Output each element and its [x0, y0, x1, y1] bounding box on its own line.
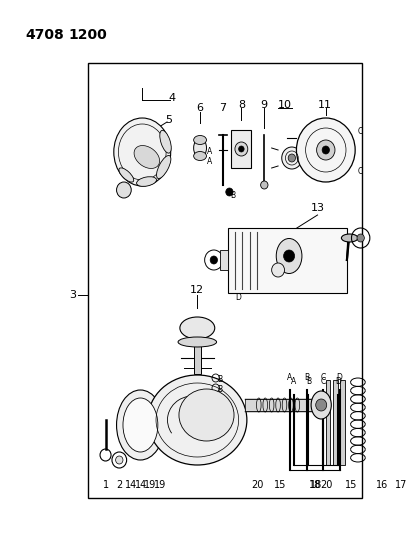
Bar — [245, 399, 317, 411]
Ellipse shape — [157, 156, 171, 179]
Text: 6: 6 — [197, 103, 204, 113]
Text: C: C — [358, 167, 363, 176]
Text: 10: 10 — [277, 100, 291, 110]
Text: 13: 13 — [310, 203, 324, 213]
Bar — [333, 380, 338, 465]
Text: 4: 4 — [168, 93, 175, 103]
Text: 18: 18 — [310, 480, 322, 490]
Text: B: B — [218, 376, 223, 384]
Circle shape — [115, 456, 123, 464]
Text: 19: 19 — [153, 480, 166, 490]
Text: 20: 20 — [251, 480, 263, 490]
Ellipse shape — [119, 168, 134, 182]
Ellipse shape — [180, 317, 215, 339]
Text: D: D — [337, 374, 342, 383]
Text: 1200: 1200 — [69, 28, 108, 42]
Ellipse shape — [179, 389, 234, 441]
Circle shape — [226, 188, 233, 196]
Text: 16: 16 — [376, 480, 388, 490]
Bar — [88, 63, 361, 498]
Text: 3: 3 — [69, 290, 76, 300]
Circle shape — [357, 234, 364, 242]
Circle shape — [392, 322, 406, 338]
Text: A: A — [206, 148, 212, 157]
Text: 4708: 4708 — [26, 28, 64, 42]
Text: C: C — [320, 374, 326, 383]
Text: B: B — [304, 374, 309, 383]
Ellipse shape — [137, 177, 157, 187]
Circle shape — [395, 326, 403, 334]
Circle shape — [322, 146, 330, 154]
Text: 15: 15 — [345, 480, 358, 490]
Text: 14: 14 — [135, 480, 147, 490]
Circle shape — [394, 459, 405, 471]
Ellipse shape — [194, 135, 206, 144]
Bar — [341, 380, 345, 465]
Ellipse shape — [134, 146, 160, 168]
Ellipse shape — [194, 151, 206, 160]
Ellipse shape — [194, 138, 206, 158]
Ellipse shape — [114, 118, 171, 186]
Text: 1: 1 — [102, 480, 109, 490]
Ellipse shape — [117, 390, 164, 460]
Circle shape — [288, 154, 295, 162]
Bar — [194, 346, 201, 374]
Bar — [228, 228, 347, 293]
Text: C: C — [358, 127, 363, 136]
Circle shape — [239, 146, 244, 152]
Text: B: B — [231, 190, 236, 199]
Text: 20: 20 — [321, 480, 333, 490]
Text: 15: 15 — [274, 480, 286, 490]
Ellipse shape — [178, 337, 217, 347]
Text: A: A — [291, 377, 296, 386]
Text: 19: 19 — [144, 480, 156, 490]
Text: 18: 18 — [309, 480, 321, 490]
Text: 2: 2 — [116, 480, 122, 490]
Text: D: D — [236, 294, 242, 303]
Circle shape — [284, 250, 295, 262]
Text: A: A — [206, 157, 212, 166]
Circle shape — [297, 118, 355, 182]
Circle shape — [235, 142, 248, 156]
Ellipse shape — [276, 238, 302, 273]
Circle shape — [117, 182, 131, 198]
Ellipse shape — [272, 263, 284, 277]
Circle shape — [379, 337, 384, 343]
Ellipse shape — [311, 391, 331, 419]
Text: B: B — [218, 385, 223, 394]
Ellipse shape — [123, 398, 158, 452]
Text: 5: 5 — [165, 115, 172, 125]
Text: 17: 17 — [395, 480, 407, 490]
Circle shape — [261, 181, 268, 189]
Text: 7: 7 — [220, 103, 226, 113]
Bar — [231, 130, 251, 168]
Text: 14: 14 — [125, 480, 137, 490]
Ellipse shape — [341, 234, 358, 242]
Ellipse shape — [160, 131, 171, 153]
Ellipse shape — [148, 375, 247, 465]
Text: 8: 8 — [238, 100, 245, 110]
Circle shape — [210, 256, 217, 264]
Circle shape — [317, 140, 335, 160]
Text: C: C — [320, 377, 326, 386]
Text: B: B — [306, 377, 311, 386]
Text: A: A — [287, 374, 293, 383]
Text: 9: 9 — [261, 100, 268, 110]
Circle shape — [316, 399, 327, 411]
Bar — [326, 380, 330, 465]
Text: 11: 11 — [318, 100, 332, 110]
Text: 12: 12 — [190, 285, 204, 295]
Ellipse shape — [282, 147, 302, 169]
Text: D: D — [335, 377, 341, 386]
Bar — [220, 250, 228, 270]
